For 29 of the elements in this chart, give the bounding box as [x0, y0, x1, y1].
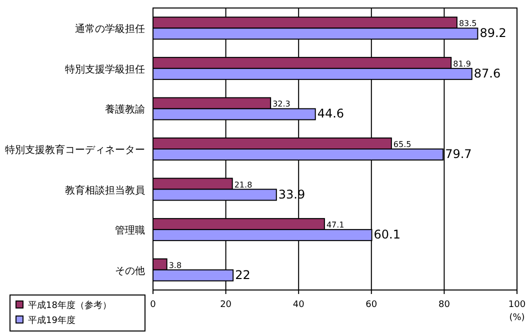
x-tick-label: 0 — [150, 300, 156, 310]
data-label: 60.1 — [374, 228, 400, 242]
data-label: 65.5 — [393, 140, 412, 149]
y-tick-label: その他 — [115, 264, 145, 277]
x-tick-label: 100 — [508, 300, 526, 310]
y-tick-label: 通常の学級担任 — [75, 23, 145, 36]
data-label: 44.6 — [317, 106, 344, 121]
data-label: 83.5 — [458, 19, 477, 28]
y-tick-label: 管理職 — [115, 224, 145, 237]
x-tick-label: 40 — [292, 300, 305, 310]
x-tick-label: 80 — [438, 300, 450, 310]
data-label: 21.8 — [234, 180, 252, 190]
x-tick-label: 20 — [220, 300, 232, 310]
legend-label: 平成18年度（参考） — [28, 300, 112, 311]
x-axis-title: (%) — [509, 313, 525, 323]
data-label: 89.2 — [480, 26, 506, 40]
data-label: 81.9 — [453, 59, 471, 68]
y-tick-label: 養護教諭 — [105, 104, 145, 116]
x-tick-label: 60 — [366, 300, 378, 310]
legend-label: 平成19年度 — [28, 315, 76, 326]
y-tick-label: 教育相談担当教員 — [65, 184, 145, 196]
data-label: 87.6 — [474, 66, 501, 80]
data-label: 47.1 — [326, 220, 344, 230]
y-tick-label: 特別支援教育コーディネーター — [5, 144, 145, 156]
y-tick-label: 特別支援学級担任 — [65, 63, 145, 76]
data-label: 79.7 — [445, 147, 472, 161]
data-label: 3.8 — [168, 260, 182, 270]
data-label: 22 — [235, 268, 250, 282]
data-label: 32.3 — [272, 100, 290, 109]
